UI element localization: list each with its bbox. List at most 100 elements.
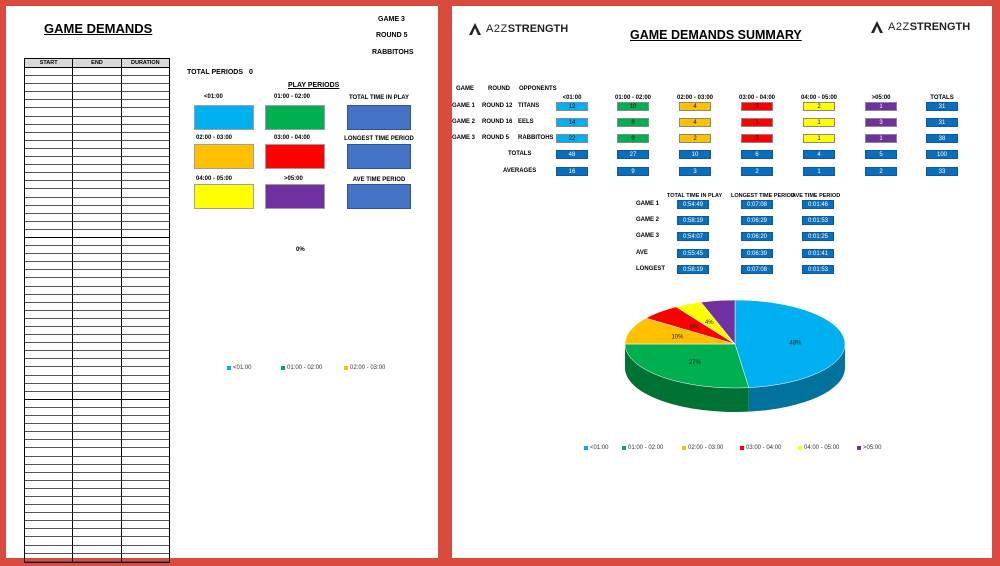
table-cell[interactable] <box>25 456 74 465</box>
table-cell[interactable] <box>73 294 122 303</box>
table-cell[interactable] <box>73 464 122 473</box>
table-cell[interactable] <box>25 262 74 271</box>
table-cell[interactable] <box>73 448 122 457</box>
table-cell[interactable] <box>121 521 169 530</box>
table-cell[interactable] <box>121 76 169 85</box>
table-cell[interactable] <box>121 165 169 174</box>
table-cell[interactable] <box>121 149 169 158</box>
table-cell[interactable] <box>121 278 169 287</box>
table-cell[interactable] <box>121 108 169 117</box>
table-cell[interactable] <box>25 407 74 417</box>
table-cell[interactable] <box>25 448 74 457</box>
table-cell[interactable] <box>73 424 122 433</box>
table-cell[interactable] <box>73 310 122 319</box>
table-cell[interactable] <box>121 546 169 554</box>
table-cell[interactable] <box>25 343 74 352</box>
table-cell[interactable] <box>25 383 74 392</box>
table-cell[interactable] <box>121 157 169 166</box>
table-cell[interactable] <box>73 416 122 425</box>
table-cell[interactable] <box>121 359 169 368</box>
table-cell[interactable] <box>25 165 74 174</box>
table-cell[interactable] <box>25 302 74 311</box>
table-cell[interactable] <box>25 496 74 506</box>
table-cell[interactable] <box>121 270 169 279</box>
table-cell[interactable] <box>25 318 74 327</box>
table-cell[interactable] <box>25 480 74 489</box>
table-cell[interactable] <box>73 359 122 368</box>
table-cell[interactable] <box>73 92 122 101</box>
table-cell[interactable] <box>121 133 169 141</box>
table-cell[interactable] <box>121 513 169 522</box>
table-cell[interactable] <box>25 148 74 158</box>
table-cell[interactable] <box>73 375 122 384</box>
table-cell[interactable] <box>121 100 169 109</box>
table-cell[interactable] <box>121 440 169 449</box>
table-cell[interactable] <box>25 84 74 93</box>
table-cell[interactable] <box>121 295 169 303</box>
table-cell[interactable] <box>25 181 74 190</box>
table-cell[interactable] <box>73 76 122 85</box>
table-cell[interactable] <box>121 303 169 311</box>
table-cell[interactable] <box>121 376 169 384</box>
table-cell[interactable] <box>25 124 74 133</box>
table-cell[interactable] <box>25 205 74 214</box>
table-cell[interactable] <box>25 488 74 497</box>
table-cell[interactable] <box>73 488 122 497</box>
table-cell[interactable] <box>73 553 122 562</box>
table-cell[interactable] <box>121 367 169 376</box>
table-cell[interactable] <box>121 230 169 238</box>
table-cell[interactable] <box>73 140 122 149</box>
table-cell[interactable] <box>73 132 122 141</box>
table-cell[interactable] <box>73 189 122 198</box>
table-cell[interactable] <box>25 229 74 238</box>
table-cell[interactable] <box>121 173 169 182</box>
table-cell[interactable] <box>73 399 122 408</box>
table-cell[interactable] <box>121 537 169 546</box>
table-cell[interactable] <box>121 206 169 214</box>
table-cell[interactable] <box>25 472 74 481</box>
table-cell[interactable] <box>121 262 169 271</box>
table-cell[interactable] <box>73 246 122 255</box>
table-cell[interactable] <box>25 221 74 230</box>
table-cell[interactable] <box>25 310 74 319</box>
table-cell[interactable] <box>121 400 169 408</box>
table-cell[interactable] <box>121 68 169 77</box>
table-cell[interactable] <box>121 141 169 149</box>
table-cell[interactable] <box>121 92 169 101</box>
table-cell[interactable] <box>73 165 122 174</box>
table-cell[interactable] <box>121 457 169 465</box>
table-cell[interactable] <box>121 448 169 457</box>
table-cell[interactable] <box>121 246 169 255</box>
table-cell[interactable] <box>121 287 169 295</box>
table-cell[interactable] <box>73 480 122 489</box>
table-cell[interactable] <box>25 108 74 117</box>
table-cell[interactable] <box>73 335 122 344</box>
table-cell[interactable] <box>25 537 74 546</box>
table-cell[interactable] <box>25 359 74 368</box>
table-cell[interactable] <box>25 140 74 149</box>
table-cell[interactable] <box>25 464 74 473</box>
table-cell[interactable] <box>73 327 122 336</box>
table-cell[interactable] <box>73 407 122 417</box>
table-cell[interactable] <box>25 286 74 295</box>
table-cell[interactable] <box>73 496 122 506</box>
table-cell[interactable] <box>73 513 122 522</box>
table-cell[interactable] <box>121 392 169 400</box>
table-cell[interactable] <box>73 229 122 238</box>
table-cell[interactable] <box>73 440 122 449</box>
table-cell[interactable] <box>73 148 122 158</box>
table-cell[interactable] <box>25 399 74 408</box>
table-cell[interactable] <box>73 100 122 109</box>
table-cell[interactable] <box>73 302 122 311</box>
table-cell[interactable] <box>73 383 122 392</box>
table-cell[interactable] <box>121 222 169 230</box>
table-cell[interactable] <box>121 432 169 441</box>
table-cell[interactable] <box>73 213 122 222</box>
table-cell[interactable] <box>73 254 122 263</box>
table-cell[interactable] <box>73 529 122 538</box>
table-cell[interactable] <box>121 198 169 206</box>
table-cell[interactable] <box>73 521 122 530</box>
table-cell[interactable] <box>73 505 122 514</box>
table-cell[interactable] <box>25 351 74 360</box>
table-cell[interactable] <box>25 213 74 222</box>
